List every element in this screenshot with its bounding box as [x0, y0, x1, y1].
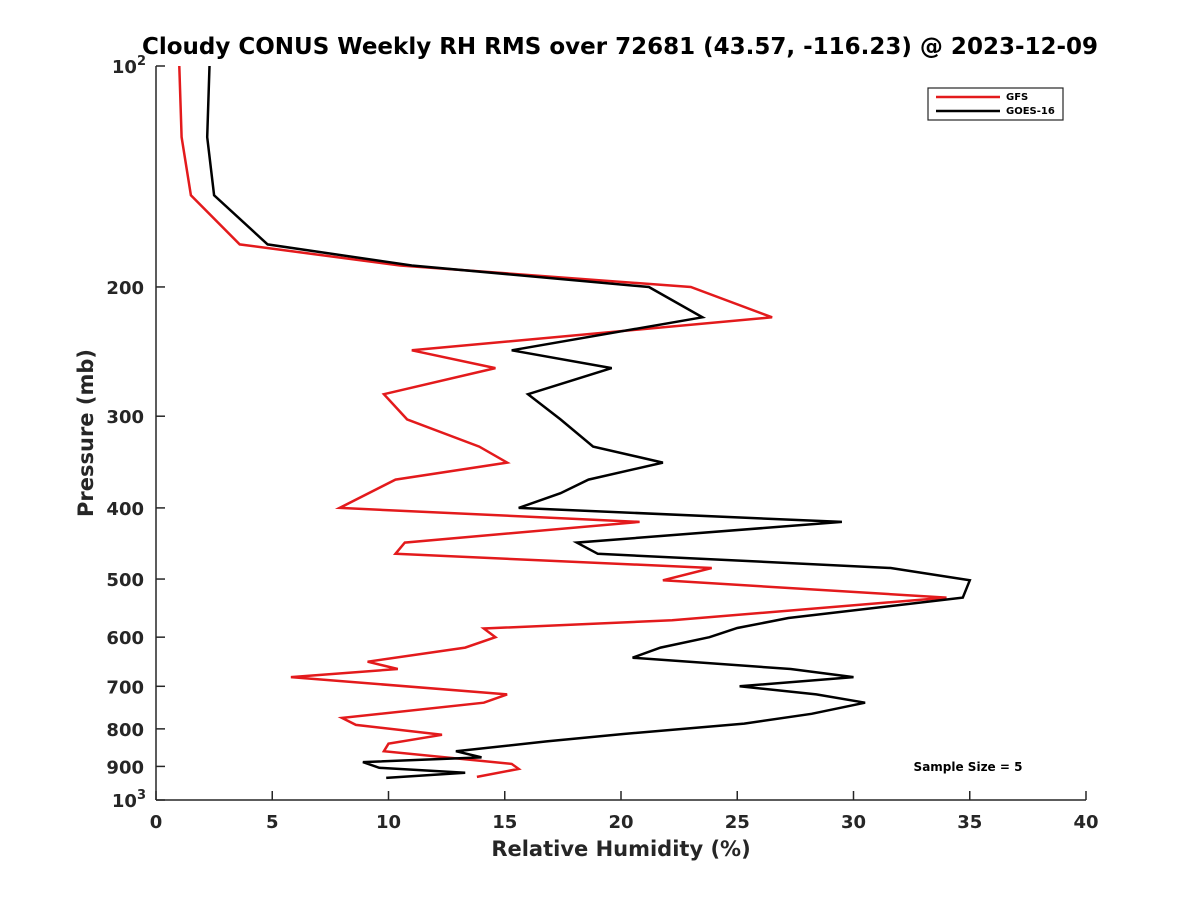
legend-box: [927, 87, 1064, 121]
legend-label-gfs: GFS: [1006, 92, 1028, 103]
y-tick-label: 500: [106, 570, 144, 591]
x-axis-label: Relative Humidity (%): [491, 837, 750, 861]
x-tick-label: 30: [841, 812, 866, 833]
y-tick-label: 700: [106, 677, 144, 698]
x-tick-label: 40: [1073, 812, 1098, 833]
x-tick-label: 0: [150, 812, 163, 833]
y-axis-label: Pressure (mb): [74, 349, 98, 517]
y-tick-label: 900: [106, 757, 144, 778]
plot-area: [155, 66, 1086, 801]
y-tick-label: 400: [106, 499, 144, 520]
y-ticks: 200 300 400 500 600 700 800 900 102 103: [106, 54, 165, 812]
sample-size-annotation: Sample Size = 5: [914, 760, 1023, 774]
x-tick-label: 5: [266, 812, 279, 833]
y-tick-label-power: 102: [112, 54, 146, 78]
x-tick-label: 10: [376, 812, 401, 833]
x-tick-label: 25: [725, 812, 750, 833]
x-tick-label: 15: [492, 812, 517, 833]
legend: GFS GOES-16: [927, 87, 1064, 121]
series-line-gfs: [178, 65, 947, 779]
y-tick-label: 800: [106, 720, 144, 741]
y-tick-label: 200: [106, 278, 144, 299]
legend-label-goes16: GOES-16: [1006, 106, 1055, 117]
x-tick-label: 20: [608, 812, 633, 833]
series-layer: [178, 65, 972, 780]
x-ticks: 0 5 10 15 20 25 30 35 40: [150, 791, 1099, 833]
chart-title: Cloudy CONUS Weekly RH RMS over 72681 (4…: [142, 34, 1098, 60]
y-tick-label: 600: [106, 628, 144, 649]
x-tick-label: 35: [957, 812, 982, 833]
y-tick-label: 300: [106, 407, 144, 428]
series-line-goes-16: [205, 65, 972, 780]
y-tick-label-power: 103: [112, 788, 146, 812]
